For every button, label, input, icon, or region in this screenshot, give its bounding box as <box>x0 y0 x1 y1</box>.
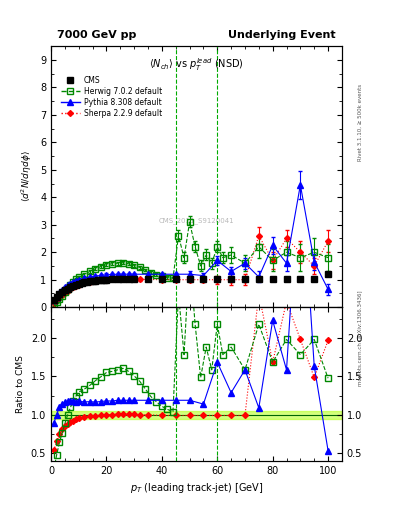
Text: Rivet 3.1.10, ≥ 500k events: Rivet 3.1.10, ≥ 500k events <box>358 84 363 161</box>
X-axis label: $p_T$ (leading track-jet) [GeV]: $p_T$ (leading track-jet) [GeV] <box>130 481 263 495</box>
Text: $\langle N_{ch}\rangle$ vs $p_T^{lead}$ (NSD): $\langle N_{ch}\rangle$ vs $p_T^{lead}$ … <box>149 56 244 73</box>
Y-axis label: $\langle d^2 N/d\eta d\phi \rangle$: $\langle d^2 N/d\eta d\phi \rangle$ <box>20 151 35 202</box>
Y-axis label: Ratio to CMS: Ratio to CMS <box>16 355 25 413</box>
Text: mcplots.cern.ch [arXiv:1306.3436]: mcplots.cern.ch [arXiv:1306.3436] <box>358 290 363 386</box>
Legend: CMS, Herwig 7.0.2 default, Pythia 8.308 default, Sherpa 2.2.9 default: CMS, Herwig 7.0.2 default, Pythia 8.308 … <box>58 73 165 121</box>
Text: CMS_2011_S9120041: CMS_2011_S9120041 <box>159 218 234 224</box>
Text: Underlying Event: Underlying Event <box>228 30 336 39</box>
Bar <box>51 411 342 419</box>
Text: 7000 GeV pp: 7000 GeV pp <box>57 30 136 39</box>
